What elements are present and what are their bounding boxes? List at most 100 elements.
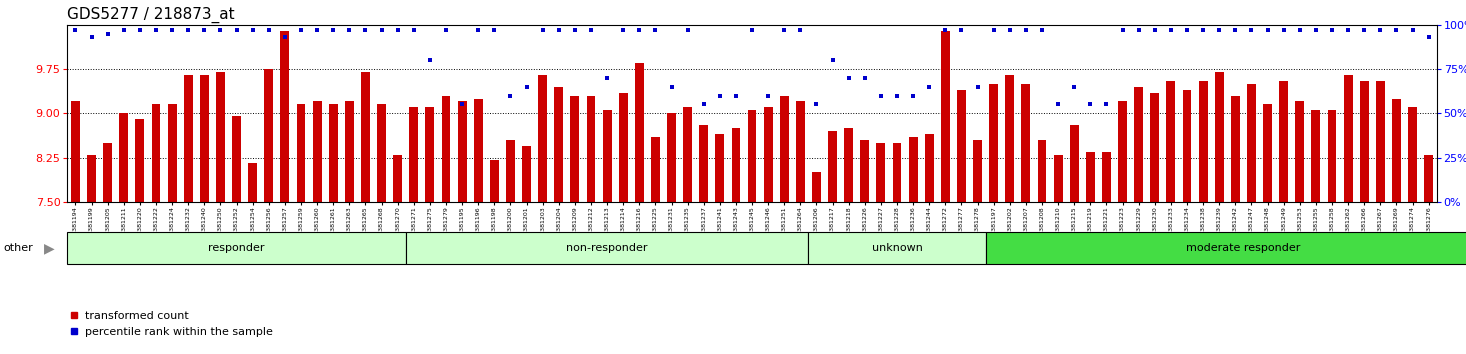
Point xyxy=(418,57,441,63)
Bar xyxy=(312,102,321,202)
Bar xyxy=(1393,98,1401,202)
Bar xyxy=(425,107,434,202)
Bar xyxy=(667,113,676,202)
Point xyxy=(466,27,490,33)
Bar xyxy=(119,113,128,202)
Point xyxy=(869,93,893,98)
Bar xyxy=(909,137,918,202)
Bar xyxy=(406,232,808,264)
Bar xyxy=(699,125,708,202)
Point xyxy=(676,27,699,33)
Bar xyxy=(296,104,305,202)
Point xyxy=(95,31,119,36)
Bar xyxy=(635,63,644,202)
Point xyxy=(450,102,474,107)
Bar xyxy=(764,107,773,202)
Bar xyxy=(167,104,176,202)
Bar xyxy=(683,107,692,202)
Point xyxy=(1256,27,1280,33)
Point xyxy=(789,27,812,33)
Bar xyxy=(941,31,950,202)
Bar xyxy=(538,75,547,202)
Bar xyxy=(1215,72,1224,202)
Text: non-responder: non-responder xyxy=(566,243,648,253)
Bar xyxy=(796,102,805,202)
Bar xyxy=(748,110,756,202)
Point xyxy=(1111,27,1135,33)
Bar xyxy=(216,72,224,202)
Point xyxy=(337,27,361,33)
Point xyxy=(1240,27,1264,33)
Point xyxy=(611,27,635,33)
Point xyxy=(1079,102,1102,107)
Point xyxy=(79,34,103,40)
Bar xyxy=(1086,152,1095,202)
Point xyxy=(1289,27,1312,33)
Point xyxy=(531,27,554,33)
Bar xyxy=(808,232,985,264)
Bar xyxy=(86,155,97,202)
Bar xyxy=(651,137,660,202)
Point xyxy=(434,27,457,33)
Bar xyxy=(345,102,353,202)
Bar xyxy=(1006,75,1014,202)
Bar xyxy=(1119,102,1127,202)
Point xyxy=(902,93,925,98)
Text: ▶: ▶ xyxy=(44,241,54,255)
Bar xyxy=(1312,110,1321,202)
Point xyxy=(579,27,603,33)
Point xyxy=(208,27,232,33)
Point xyxy=(724,93,748,98)
Bar xyxy=(1054,155,1063,202)
Point xyxy=(563,27,586,33)
Point xyxy=(1031,27,1054,33)
Bar xyxy=(1183,90,1192,202)
Point xyxy=(1337,27,1360,33)
Bar xyxy=(973,140,982,202)
Bar xyxy=(861,140,869,202)
Bar xyxy=(248,164,257,202)
Point xyxy=(837,75,861,81)
Bar xyxy=(1280,81,1289,202)
Point xyxy=(482,27,506,33)
Bar xyxy=(1070,125,1079,202)
Point xyxy=(224,27,248,33)
Bar xyxy=(377,104,386,202)
Bar xyxy=(232,116,240,202)
Bar xyxy=(135,119,144,202)
Point xyxy=(192,27,216,33)
Bar xyxy=(490,160,498,202)
Bar xyxy=(280,31,289,202)
Bar xyxy=(1167,81,1176,202)
Point xyxy=(982,27,1006,33)
Point xyxy=(1401,27,1425,33)
Point xyxy=(1095,102,1119,107)
Point xyxy=(1385,27,1409,33)
Point xyxy=(740,27,764,33)
Bar xyxy=(1151,93,1160,202)
Bar xyxy=(474,98,482,202)
Point xyxy=(756,93,780,98)
Bar xyxy=(1199,81,1208,202)
Bar xyxy=(844,128,853,202)
Bar xyxy=(1296,102,1305,202)
Bar xyxy=(1248,84,1256,202)
Point xyxy=(627,27,651,33)
Text: unknown: unknown xyxy=(872,243,922,253)
Bar xyxy=(1407,107,1418,202)
Bar xyxy=(1135,87,1143,202)
Point xyxy=(176,27,199,33)
Point xyxy=(885,93,909,98)
Point xyxy=(386,27,409,33)
Bar xyxy=(1264,104,1272,202)
Point xyxy=(1160,27,1183,33)
Point xyxy=(966,84,990,90)
Point xyxy=(305,27,328,33)
Bar xyxy=(522,146,531,202)
Point xyxy=(708,93,732,98)
Bar xyxy=(925,134,934,202)
Bar xyxy=(1022,84,1031,202)
Bar xyxy=(199,75,208,202)
Point xyxy=(515,84,538,90)
Bar xyxy=(1231,96,1240,202)
